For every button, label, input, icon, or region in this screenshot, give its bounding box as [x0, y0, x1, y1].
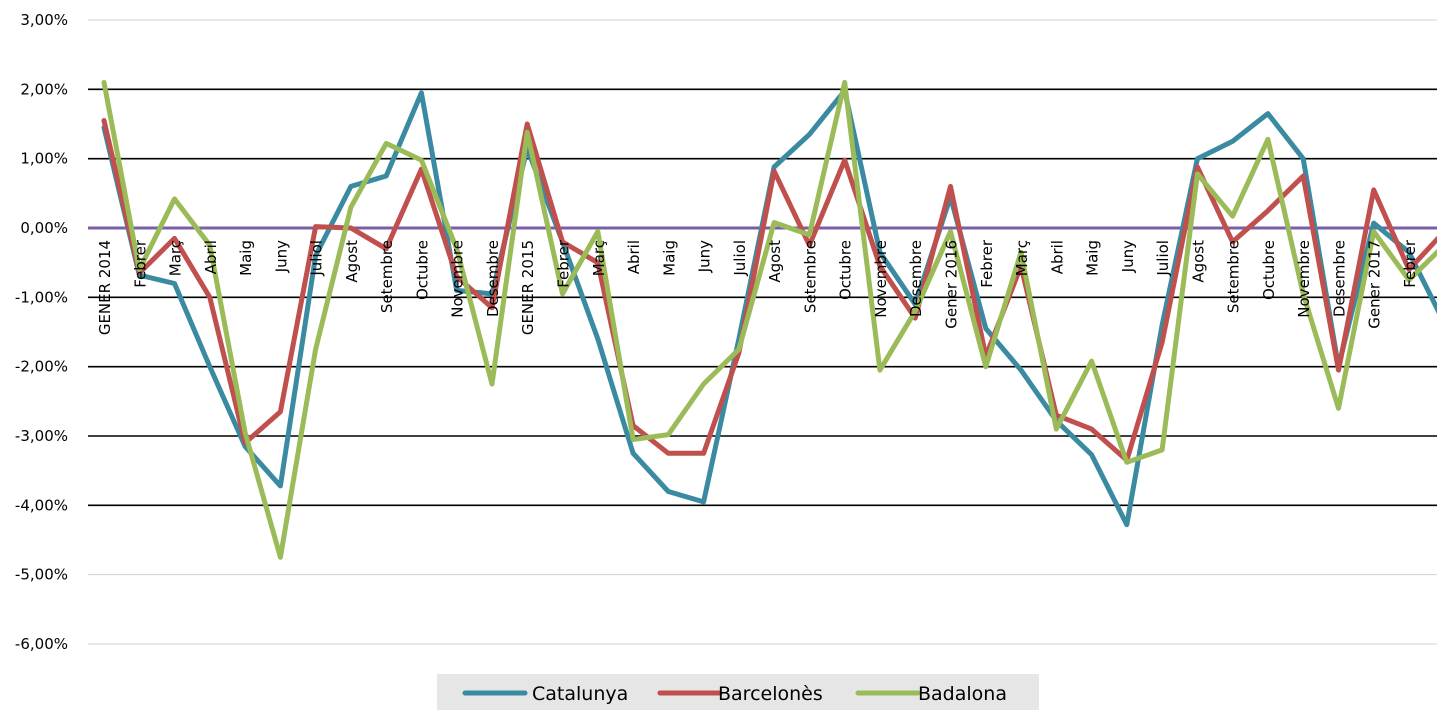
x-tick-label: Febrer	[555, 239, 573, 288]
x-tick-label: Juny	[272, 240, 290, 273]
y-tick-label: 1,00%	[20, 150, 68, 168]
x-tick-label: Agost	[1189, 240, 1207, 283]
x-tick-label: Desembre	[1330, 240, 1348, 317]
x-tick-label: Juliol	[731, 240, 749, 277]
x-tick-label: GENER 2014	[96, 240, 114, 335]
x-tick-label: Gener 2017	[1366, 240, 1384, 329]
series-line-catalunya	[101, 88, 1437, 528]
x-tick-label: Setembre	[1225, 240, 1243, 313]
x-tick-label: Novembre	[872, 240, 890, 318]
x-tick-label: Abril	[1048, 240, 1066, 274]
x-tick-label: Febrer	[131, 239, 149, 288]
x-tick-label: Agost	[766, 240, 784, 283]
y-tick-label: -1,00%	[15, 288, 68, 306]
x-tick-label: Març	[167, 240, 185, 276]
y-tick-label: 3,00%	[20, 11, 68, 29]
x-tick-label: Juny	[696, 240, 714, 273]
x-tick-label: Octubre	[1260, 240, 1278, 300]
x-tick-label: Maig	[1084, 240, 1102, 276]
x-tick-label: Desembre	[907, 240, 925, 317]
x-tick-label: Setembre	[801, 240, 819, 313]
x-tick-label: Maig	[237, 240, 255, 276]
y-tick-label: -5,00%	[15, 566, 68, 584]
y-tick-label: -2,00%	[15, 358, 68, 376]
x-tick-label: Novembre	[449, 240, 467, 318]
x-tick-label: Gener 2016	[942, 240, 960, 329]
x-tick-label: Febrer	[978, 239, 996, 288]
x-tick-label: Desembre	[484, 240, 502, 317]
legend-label-barcelonès: Barcelonès	[718, 683, 823, 705]
y-tick-label: -4,00%	[15, 496, 68, 514]
legend-box	[437, 674, 1039, 710]
y-tick-label: 2,00%	[20, 80, 68, 98]
y-tick-label: -3,00%	[15, 427, 68, 445]
series-line-badalona	[101, 79, 1437, 560]
x-tick-label: Agost	[343, 240, 361, 283]
x-axis-tick-labels: GENER 2014 Febrer Març Abril Maig Juny Juliol A…	[96, 239, 1437, 335]
x-tick-label: Setembre	[378, 240, 396, 313]
x-tick-label: Juliol	[308, 240, 326, 277]
legend-label-badalona: Badalona	[918, 683, 1007, 705]
x-tick-label: Novembre	[1295, 240, 1313, 318]
x-tick-label: Febrer	[1401, 239, 1419, 288]
x-tick-label: Maig	[660, 240, 678, 276]
series-lines	[101, 79, 1437, 560]
x-tick-label: Juny	[1119, 240, 1137, 273]
x-tick-label: Juliol	[1154, 240, 1172, 277]
legend: Catalunya Barcelonès Badalona	[437, 674, 1039, 710]
legend-label-catalunya: Catalunya	[532, 683, 628, 705]
x-tick-label: Març	[590, 240, 608, 276]
y-tick-label: -6,00%	[15, 635, 68, 653]
x-tick-label: Abril	[625, 240, 643, 274]
x-tick-label: Abril	[202, 240, 220, 274]
x-tick-label: Març	[1013, 240, 1031, 276]
grid-lines	[88, 19, 1437, 645]
x-tick-label: Octubre	[837, 240, 855, 300]
x-tick-label: Octubre	[413, 240, 431, 300]
series-line-barcelonès	[101, 118, 1437, 463]
x-tick-label: GENER 2015	[519, 240, 537, 335]
y-axis-tick-labels: 3,00% 2,00% 1,00% 0,00% -1,00% -2,00% -3,00% -4…	[15, 11, 68, 653]
y-tick-label: 0,00%	[20, 219, 68, 237]
